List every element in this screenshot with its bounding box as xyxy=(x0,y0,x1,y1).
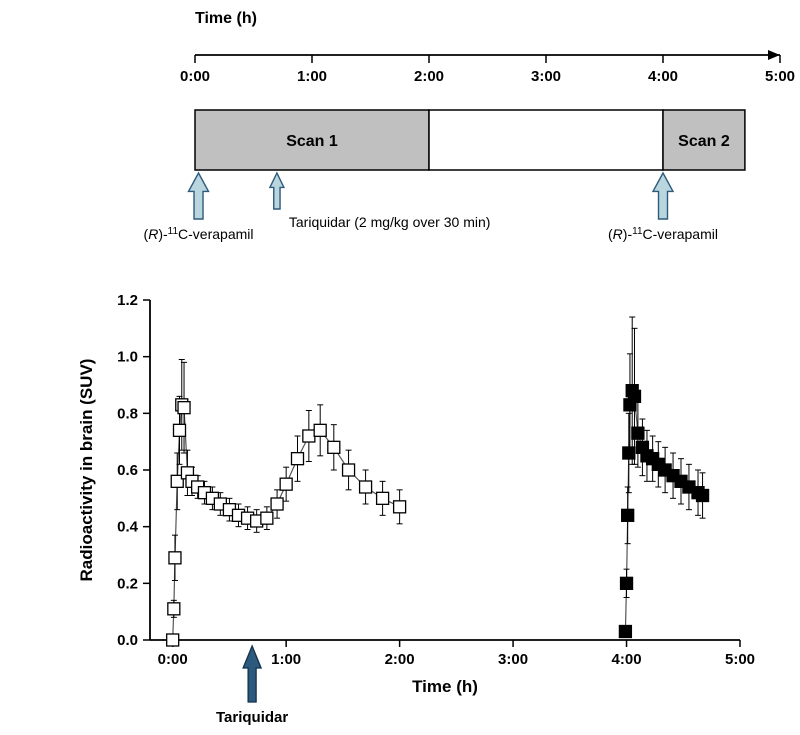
data-marker xyxy=(168,603,180,615)
data-marker xyxy=(343,464,355,476)
x-tick-label: 3:00 xyxy=(498,651,528,668)
timeline-segment xyxy=(429,110,663,170)
timeline-arrow xyxy=(189,173,209,219)
timeline-arrow xyxy=(270,173,284,209)
timeline-arrow-label: Tariquidar (2 mg/kg over 30 min) xyxy=(289,214,491,230)
data-marker xyxy=(303,430,315,442)
series-line xyxy=(173,405,400,640)
x-tick-label: 0:00 xyxy=(158,651,188,668)
timeline-segment-label: Scan 1 xyxy=(286,133,338,150)
data-marker xyxy=(697,490,709,502)
data-marker xyxy=(261,512,273,524)
data-marker xyxy=(360,481,372,493)
timeline-tick-label: 5:00 xyxy=(765,68,795,85)
y-tick-label: 0.0 xyxy=(117,632,138,649)
timeline-tick-label: 2:00 xyxy=(414,68,444,85)
y-tick-label: 1.2 xyxy=(117,292,138,309)
timeline-title: Time (h) xyxy=(195,10,257,27)
timeline-segment-label: Scan 2 xyxy=(678,133,730,150)
x-tick-label: 2:00 xyxy=(385,651,415,668)
x-axis-label: Time (h) xyxy=(412,677,478,696)
data-marker xyxy=(178,402,190,414)
data-marker xyxy=(167,634,179,646)
data-marker xyxy=(174,424,186,436)
data-marker xyxy=(621,577,633,589)
data-marker xyxy=(628,390,640,402)
timeline-arrow xyxy=(653,173,673,219)
chart-arrow-label: Tariquidar xyxy=(216,709,288,726)
timeline-tick-label: 1:00 xyxy=(297,68,327,85)
data-marker xyxy=(623,447,635,459)
timeline-arrow-label: (R)-11C-verapamil xyxy=(144,226,254,242)
data-marker xyxy=(619,626,631,638)
timeline-arrow-label: (R)-11C-verapamil xyxy=(608,226,718,242)
data-marker xyxy=(292,453,304,465)
data-marker xyxy=(377,492,389,504)
x-tick-label: 1:00 xyxy=(271,651,301,668)
x-tick-label: 4:00 xyxy=(612,651,642,668)
data-marker xyxy=(169,552,181,564)
y-tick-label: 0.2 xyxy=(117,575,138,592)
data-marker xyxy=(328,441,340,453)
x-tick-label: 5:00 xyxy=(725,651,755,668)
timeline-tick-label: 4:00 xyxy=(648,68,678,85)
data-marker xyxy=(280,478,292,490)
timeline-axis-arrowhead xyxy=(768,50,780,60)
data-marker xyxy=(394,501,406,513)
data-marker xyxy=(622,509,634,521)
figure-root: Time (h) 0:00 1:00 2:00 3:00 4:00 5:00 Scan 1 Sc… xyxy=(0,0,800,735)
timeline-tick-label: 3:00 xyxy=(531,68,561,85)
chart-arrow xyxy=(243,646,261,702)
y-axis-label: Radioactivity in brain (SUV) xyxy=(77,359,96,582)
timeline-tick-label: 0:00 xyxy=(180,68,210,85)
data-marker xyxy=(314,424,326,436)
data-marker xyxy=(632,427,644,439)
data-marker xyxy=(271,498,283,510)
y-tick-label: 0.8 xyxy=(117,405,138,422)
y-tick-label: 0.6 xyxy=(117,462,138,479)
y-tick-label: 0.4 xyxy=(117,519,139,536)
y-tick-label: 1.0 xyxy=(117,349,138,366)
